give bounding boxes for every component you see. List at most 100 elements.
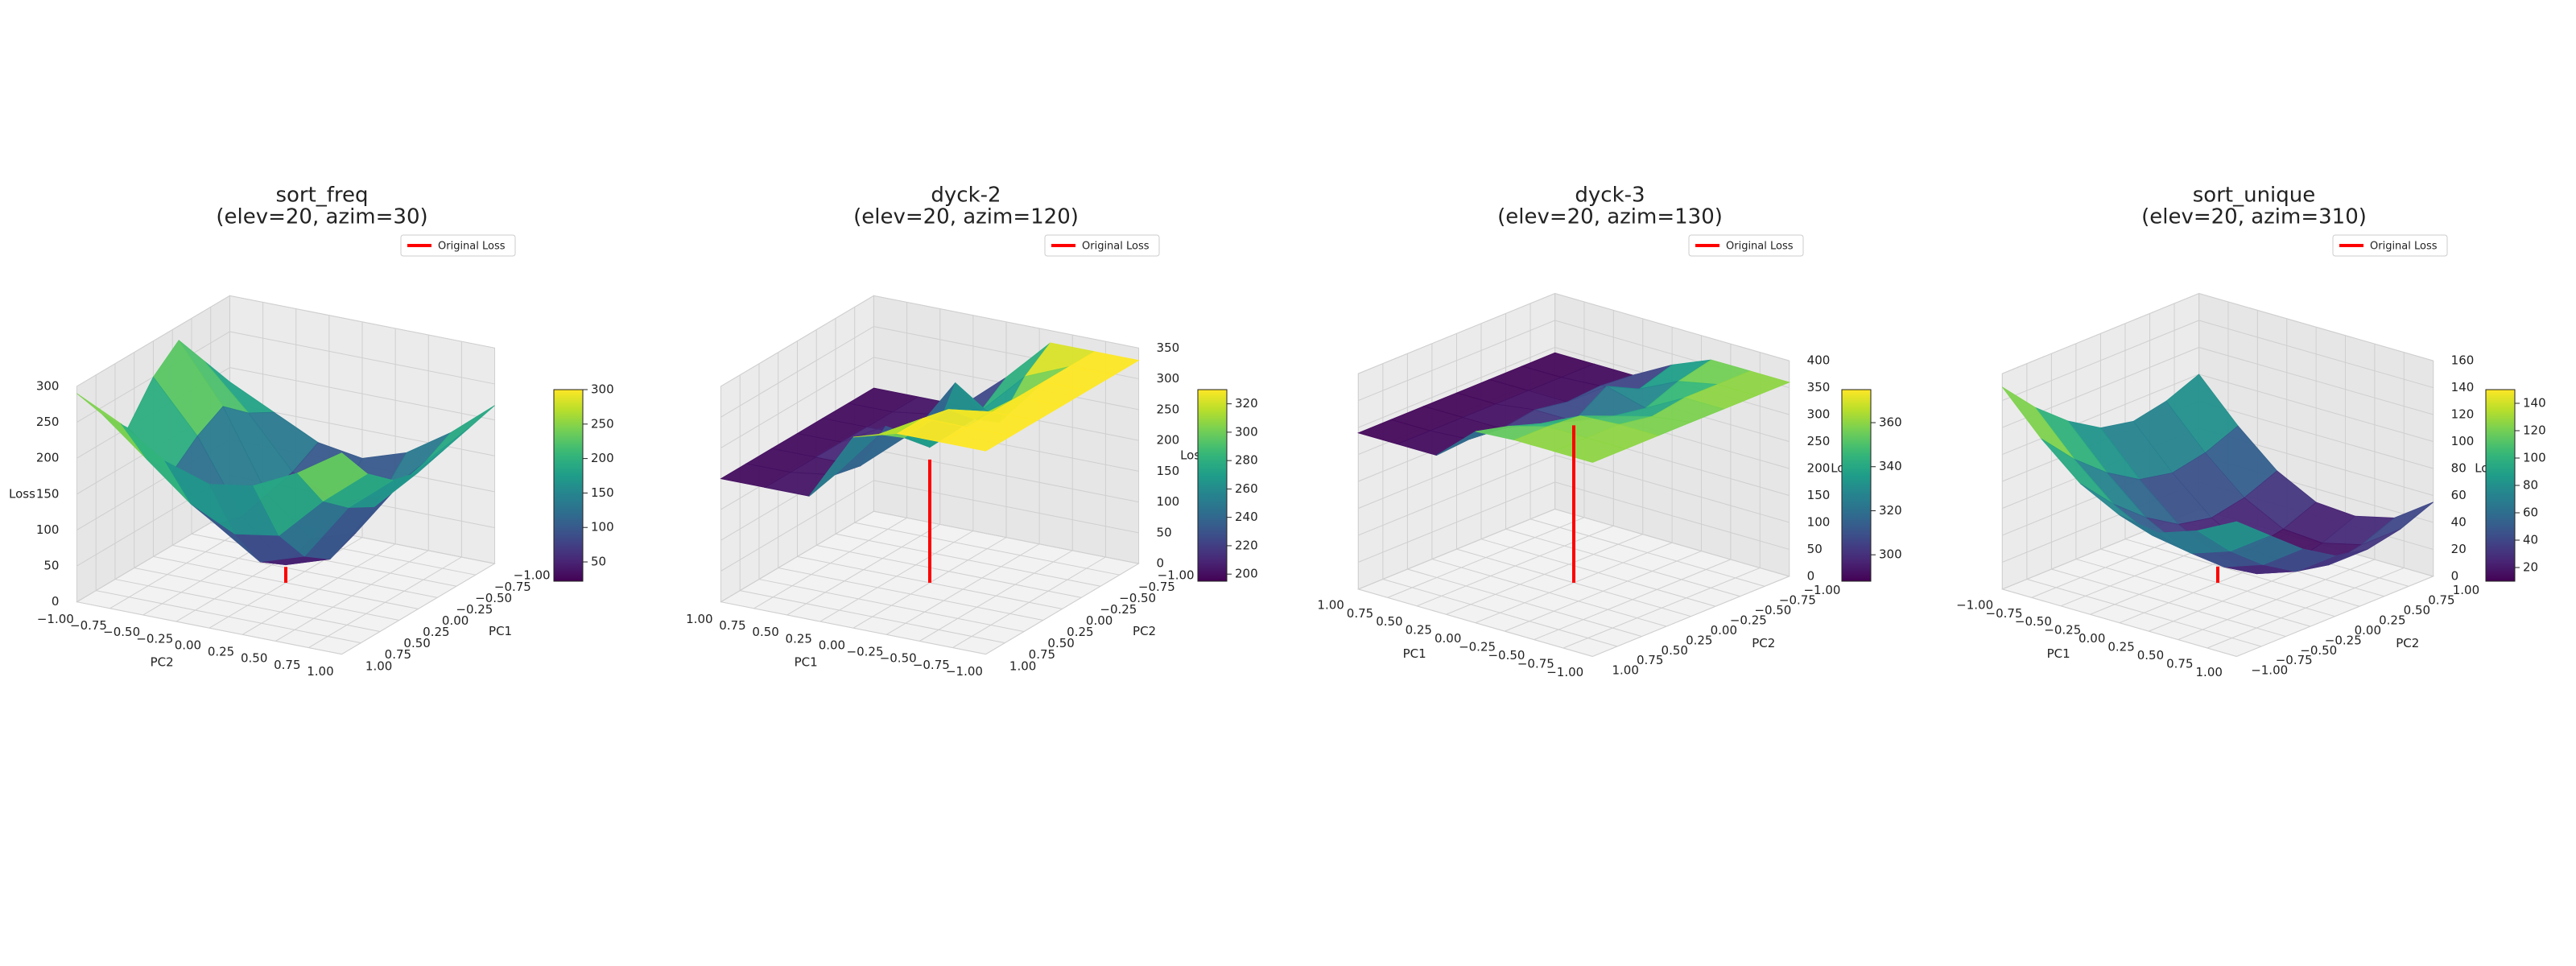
grid-line <box>1358 320 1555 402</box>
z-tick-label: 200 <box>36 451 60 465</box>
chart-title: dyck-2 <box>931 184 1001 208</box>
x-tick-label: −0.50 <box>2015 614 2052 629</box>
legend-label: Original Loss <box>1726 241 1794 253</box>
z-tick-label: 160 <box>2451 353 2475 368</box>
colorbar-tick-label: 200 <box>591 451 614 465</box>
grid-line <box>1358 347 1555 428</box>
z-tick-label: 80 <box>2451 460 2467 475</box>
x-tick-label: −1.00 <box>1956 597 1993 612</box>
y-tick-label: −1.00 <box>1803 583 1840 597</box>
grid-line <box>720 510 874 603</box>
x-tick-label: −0.25 <box>456 602 493 617</box>
grid-line <box>1554 481 1790 550</box>
y-tick-label: 0.25 <box>1686 633 1712 647</box>
x-tick-label: 0.25 <box>2107 640 2134 654</box>
x-tick-label: 0.00 <box>442 613 469 628</box>
colorbar <box>2485 389 2516 582</box>
y-axis-label: PC2 <box>1752 636 1775 650</box>
x-tick-label: 0.75 <box>385 647 411 662</box>
colorbar-tick-label: 100 <box>2523 451 2546 465</box>
z-tick-label: 0 <box>2451 568 2459 583</box>
grid-line <box>816 544 1082 598</box>
z-tick-label: 300 <box>1807 407 1831 422</box>
grid-line <box>2075 559 2311 627</box>
x-tick-label: −1.00 <box>946 664 983 679</box>
z-tick-label: 300 <box>36 378 60 393</box>
grid-line <box>2198 374 2434 442</box>
x-tick-label: 0.75 <box>2166 656 2193 671</box>
x-tick-label: 0.75 <box>719 618 745 633</box>
grid-line <box>2198 293 2434 361</box>
x-tick-label: 1.00 <box>686 612 712 626</box>
x-tick-label: −0.75 <box>1986 606 2023 621</box>
z-tick-label: 200 <box>1807 460 1831 475</box>
colorbar-tick-label: 50 <box>591 555 606 569</box>
colorbar <box>1197 389 1228 582</box>
x-tick-label: −0.25 <box>2044 623 2081 638</box>
grid-line <box>2002 293 2199 374</box>
legend-label: Original Loss <box>1082 241 1150 253</box>
grid-line <box>229 367 495 421</box>
legend-label: Original Loss <box>438 241 506 253</box>
colorbar <box>553 389 584 582</box>
y-tick-label: −0.75 <box>1138 580 1175 594</box>
z-tick-label: 300 <box>1157 371 1180 386</box>
colorbar-tick-label: 40 <box>2523 533 2538 547</box>
grid-line <box>1407 568 1642 638</box>
x-tick-label: −1.00 <box>1546 665 1583 679</box>
grid-line <box>76 295 230 387</box>
x-tick-label: 0.50 <box>2137 648 2164 663</box>
chart-title: dyck-3 <box>1575 184 1645 208</box>
z-tick-label: 250 <box>36 415 60 429</box>
x-axis-label: PC1 <box>795 655 818 670</box>
colorbar-tick-label: 340 <box>1879 459 1902 473</box>
y-tick-label: 0.50 <box>1047 636 1074 650</box>
x-tick-label: 0.25 <box>786 631 812 646</box>
grid-line <box>2002 588 2237 657</box>
y-tick-label: −0.50 <box>103 625 140 639</box>
x-tick-label: −0.50 <box>475 591 512 605</box>
grid-line <box>1505 528 1740 597</box>
z-tick-label: 100 <box>2451 434 2475 448</box>
grid-line <box>720 326 874 418</box>
grid-line <box>835 533 1101 587</box>
y-tick-label: −0.75 <box>2276 653 2313 667</box>
grid-line <box>1358 454 1555 536</box>
legend-label: Original Loss <box>2370 241 2438 253</box>
surface-patch <box>940 427 1013 452</box>
surface-patch <box>2196 521 2271 551</box>
y-tick-label: 0.50 <box>1662 643 1688 658</box>
y-tick-label: 0.75 <box>274 658 300 672</box>
colorbar-tick-label: 20 <box>2523 560 2538 575</box>
z-tick-label: 50 <box>1157 525 1172 539</box>
chart-title: sort_freq <box>275 184 368 208</box>
y-tick-label: 0.25 <box>1067 625 1093 639</box>
grid-line <box>1480 539 1716 607</box>
grid-line <box>873 449 1139 503</box>
z-tick-label: 250 <box>1807 434 1831 448</box>
z-tick-label: 200 <box>1157 433 1180 448</box>
y-tick-label: 1.00 <box>1612 663 1638 678</box>
z-tick-label: 120 <box>2451 407 2475 422</box>
z-tick-label: 250 <box>1157 402 1180 416</box>
x-tick-label: −0.25 <box>847 645 884 659</box>
y-tick-label: −0.25 <box>1100 602 1137 617</box>
grid-line <box>1431 559 1667 627</box>
y-tick-label: −1.00 <box>37 612 74 626</box>
colorbar-tick-label: 220 <box>1235 538 1258 552</box>
x-tick-label: 0.25 <box>423 625 449 639</box>
x-tick-label: −0.50 <box>1488 648 1525 663</box>
y-axis-label: PC2 <box>2396 636 2419 650</box>
surface-patch <box>297 452 368 502</box>
x-axis-label: PC1 <box>2047 646 2070 661</box>
x-tick-label: 0.00 <box>1435 631 1461 646</box>
y-axis-label: PC2 <box>151 655 174 670</box>
grid-line <box>720 357 874 448</box>
x-tick-label: 0.50 <box>752 625 778 639</box>
legend-box <box>1044 234 1160 257</box>
grid-line <box>758 579 1025 633</box>
z-tick-label: 150 <box>1807 488 1831 502</box>
chart-subtitle: (elev=20, azim=310) <box>2141 205 2367 229</box>
colorbar-tick-label: 300 <box>1879 547 1902 562</box>
grid-line <box>1554 508 1790 577</box>
